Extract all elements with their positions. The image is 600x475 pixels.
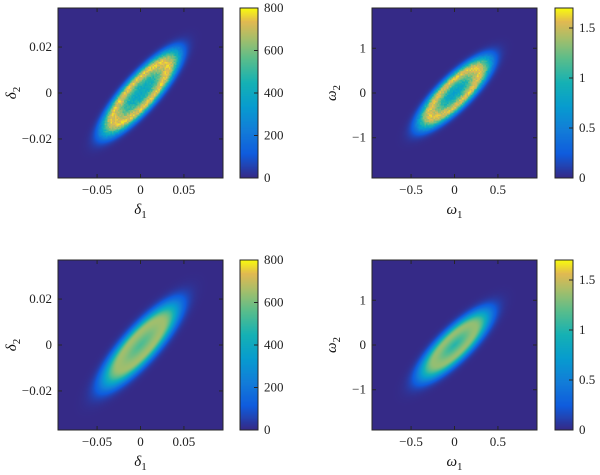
colorbar-tick-label: 800 <box>264 0 284 15</box>
y-tick-label: 0 <box>46 85 53 100</box>
colorbar: 0 200 400 600 800 <box>239 252 284 437</box>
heatmap-image <box>58 260 223 430</box>
y-tick-label: 1 <box>360 40 367 55</box>
colorbar-tick-label: 600 <box>264 295 284 310</box>
y-tick-label: −1 <box>352 382 366 397</box>
colorbar-tick-label: 400 <box>264 85 284 100</box>
colorbar-gradient <box>555 260 573 430</box>
x-tick-label: −0.5 <box>399 434 423 449</box>
y-axis-label: δ2 <box>4 339 23 351</box>
y-tick-label: 1 <box>360 292 367 307</box>
x-tick-label: −0.05 <box>82 434 112 449</box>
y-axis-label: δ2 <box>4 87 23 99</box>
x-tick-label: 0 <box>137 434 144 449</box>
x-tick-label: 0.5 <box>490 182 506 197</box>
colorbar-tick-label: 1.5 <box>579 272 595 287</box>
colorbar-tick-label: 1 <box>579 70 586 85</box>
colorbar-tick-label: 0 <box>579 422 586 437</box>
y-tick-label: −0.02 <box>22 383 52 398</box>
chart-panel-1: −0.05 0 0.05 −0.02 0 0.02 δ1 δ2 0 200 400 600 800 <box>4 0 284 221</box>
x-tick-label: 0 <box>451 434 458 449</box>
colorbar: 0 0.5 1 1.5 <box>554 7 595 185</box>
y-axis-label: ω2 <box>324 85 343 101</box>
y-tick-label: 0 <box>46 337 53 352</box>
colorbar-tick-label: 0.5 <box>579 120 595 135</box>
y-tick-label: 0 <box>360 85 367 100</box>
colorbar-tick-label: 0.5 <box>579 372 595 387</box>
colorbar-tick-label: 600 <box>264 43 284 58</box>
colorbar: 0 200 400 600 800 <box>239 0 284 185</box>
colorbar-tick-label: 0 <box>264 170 271 185</box>
x-axis-label: δ1 <box>134 454 146 473</box>
colorbar-frame <box>554 259 574 431</box>
x-axis-label: ω1 <box>446 202 462 221</box>
chart-panel-3: −0.05 0 0.05 −0.02 0 0.02 δ1 δ2 0 200 400 600 800 <box>4 252 284 473</box>
y-tick-label: 0 <box>360 337 367 352</box>
heatmap-image <box>372 8 537 178</box>
y-tick-label: 0.02 <box>29 291 52 306</box>
x-tick-label: 0 <box>451 182 458 197</box>
colorbar-tick-label: 1 <box>579 322 586 337</box>
x-axis-label: ω1 <box>446 454 462 473</box>
x-axis-label: δ1 <box>134 202 146 221</box>
colorbar: 0 0.5 1 1.5 <box>554 259 595 437</box>
colorbar-tick-label: 200 <box>264 128 284 143</box>
heatmap-image <box>58 8 223 178</box>
colorbar-tick-label: 400 <box>264 337 284 352</box>
chart-panel-4: −0.5 0 0.5 −1 0 1 ω1 ω2 0 0.5 1 1.5 <box>324 259 595 473</box>
x-tick-label: 0 <box>137 182 144 197</box>
y-axis-label: ω2 <box>324 337 343 353</box>
y-tick-label: 0.02 <box>29 39 52 54</box>
y-tick-label: −0.02 <box>22 131 52 146</box>
colorbar-tick-label: 1.5 <box>579 20 595 35</box>
colorbar-gradient <box>240 260 258 430</box>
x-tick-label: −0.05 <box>82 182 112 197</box>
heatmap-image <box>372 260 537 430</box>
colorbar-tick-label: 0 <box>264 422 271 437</box>
colorbar-tick-label: 200 <box>264 380 284 395</box>
colorbar-tick-label: 800 <box>264 252 284 267</box>
colorbar-frame <box>554 7 574 179</box>
colorbar-gradient <box>240 8 258 178</box>
y-tick-label: −1 <box>352 130 366 145</box>
x-tick-label: 0.05 <box>173 434 196 449</box>
colorbar-tick-label: 0 <box>579 170 586 185</box>
chart-panel-2: −0.5 0 0.5 −1 0 1 ω1 ω2 0 0.5 1 1.5 <box>324 7 595 221</box>
colorbar-gradient <box>555 8 573 178</box>
x-tick-label: 0.5 <box>490 434 506 449</box>
x-tick-label: 0.05 <box>173 182 196 197</box>
x-tick-label: −0.5 <box>399 182 423 197</box>
